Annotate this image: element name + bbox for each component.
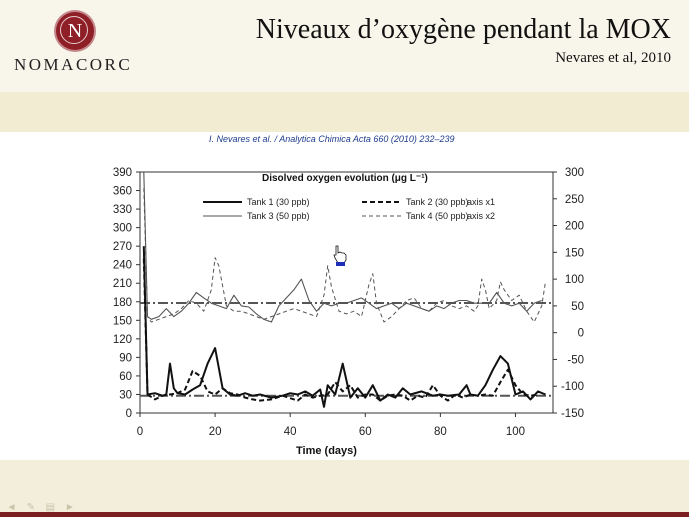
y-right-tick-label: -150 — [561, 408, 584, 420]
y-right-tick-label: 0 — [578, 328, 584, 340]
y-left-tick-label: 210 — [113, 278, 132, 290]
legend-label: Tank 2 (30 ppb) — [406, 197, 469, 207]
y-left-tick-label: 60 — [119, 371, 132, 383]
slide-title: Niveaux d’oxygène pendant la MOX — [255, 14, 671, 45]
figure-panel — [0, 132, 689, 460]
y-left-tick-label: 120 — [113, 334, 132, 346]
legend-label: Tank 4 (50 ppb) — [406, 211, 469, 221]
y-left-tick-label: 150 — [113, 315, 132, 327]
legend-axis-note: axis x1 — [467, 197, 495, 207]
pen-icon[interactable]: ✎ — [26, 502, 36, 513]
y-left-tick-label: 0 — [126, 408, 132, 420]
y-left-tick-label: 390 — [113, 167, 132, 179]
x-tick-label: 100 — [506, 426, 525, 438]
logo-wordmark: NOMACORC — [14, 55, 133, 74]
x-axis-label: Time (days) — [296, 445, 357, 457]
y-right-tick-label: 50 — [571, 301, 584, 313]
slide-menu-icon[interactable]: ▤ — [45, 502, 56, 513]
series-line-tank-1 — [142, 246, 546, 408]
footer-band — [0, 460, 689, 512]
slide-subtitle: Nevares et al, 2010 — [555, 50, 671, 66]
legend: Tank 1 (30 ppb) Tank 2 (30 ppb)axis x1 Tan… — [203, 197, 495, 221]
hand-cursor-icon — [333, 245, 347, 266]
legend-label: Tank 1 (30 ppb) — [247, 197, 310, 207]
y-right-tick-label: -50 — [567, 354, 584, 366]
x-tick-label: 40 — [284, 426, 297, 438]
footer-rule — [0, 512, 689, 517]
y-left-tick-label: 90 — [119, 352, 132, 364]
y-right-tick-label: 300 — [565, 167, 584, 179]
header-shade — [0, 92, 689, 132]
series-line-tank-4 — [143, 188, 546, 323]
figure-citation: I. Nevares et al. / Analytica Chimica Ac… — [209, 134, 455, 144]
logo-letter: N — [67, 20, 83, 42]
logo-seal-icon: N — [56, 12, 94, 50]
next-arrow-icon[interactable]: ► — [64, 502, 75, 513]
legend-label: Tank 3 (50 ppb) — [247, 211, 310, 221]
y-left-tick-label: 300 — [113, 223, 132, 235]
chart-title: Disolved oxygen evolution (μg L⁻¹) — [262, 173, 428, 184]
slide-nav-controls[interactable]: ◄ ✎ ▤ ► — [6, 497, 79, 513]
chart-frame — [139, 171, 554, 414]
series-line-tank-3 — [143, 171, 542, 323]
x-tick-label: 60 — [359, 426, 372, 438]
y-right-tick-label: 250 — [565, 194, 584, 206]
prev-arrow-icon[interactable]: ◄ — [6, 502, 17, 513]
y-left-tick-label: 240 — [113, 260, 132, 272]
x-tick-label: 0 — [137, 426, 143, 438]
axes-group: 0 30 60 90 120 150 180 210 240 270 300 330 360 390 -15… — [113, 167, 584, 438]
legend-axis-note: axis x2 — [467, 211, 495, 221]
y-left-tick-label: 360 — [113, 186, 132, 198]
x-tick-label: 80 — [434, 426, 447, 438]
y-left-tick-label: 270 — [113, 241, 132, 253]
y-left-tick-label: 30 — [119, 389, 132, 401]
y-right-tick-label: -100 — [561, 381, 584, 393]
y-right-tick-label: 100 — [565, 274, 584, 286]
plot-area — [139, 171, 554, 414]
series-group — [142, 171, 546, 408]
logo-seal-ring — [60, 16, 88, 44]
y-left-tick-label: 330 — [113, 204, 132, 216]
series-line-tank-2 — [142, 258, 539, 402]
x-tick-label: 20 — [209, 426, 222, 438]
y-right-tick-label: 150 — [565, 247, 584, 259]
header-band — [0, 0, 689, 92]
y-right-tick-label: 200 — [565, 221, 584, 233]
y-left-tick-label: 180 — [113, 297, 132, 309]
